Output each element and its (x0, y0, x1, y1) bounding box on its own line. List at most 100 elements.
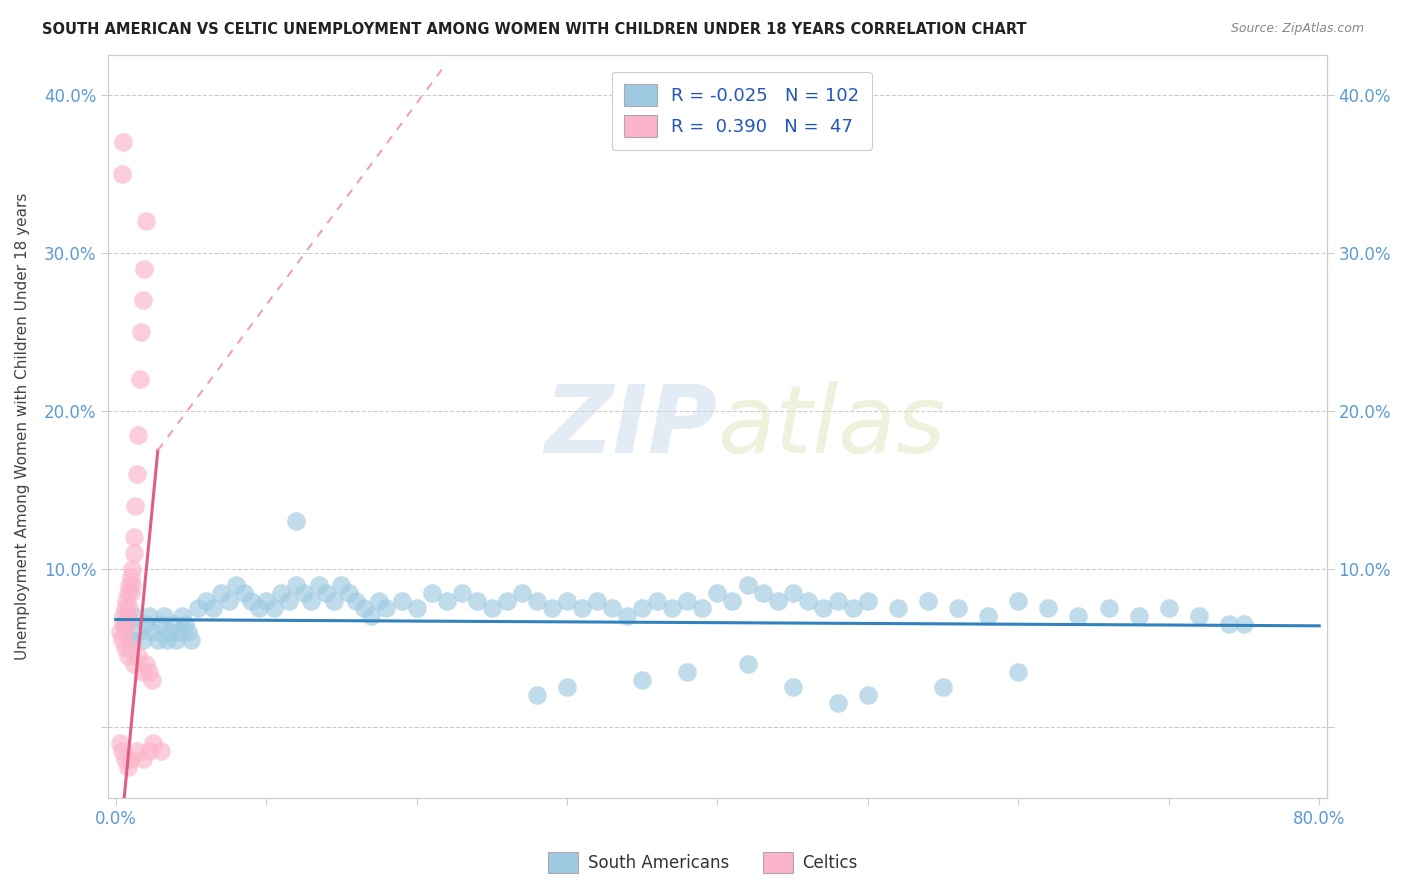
Y-axis label: Unemployment Among Women with Children Under 18 years: Unemployment Among Women with Children U… (15, 193, 30, 660)
Point (692, 601, 714, 615)
Point (645, 593, 668, 607)
Point (292, 585, 315, 599)
Text: SOUTH AMERICAN VS CELTIC UNEMPLOYMENT AMONG WOMEN WITH CHILDREN UNDER 18 YEARS C: SOUTH AMERICAN VS CELTIC UNEMPLOYMENT AM… (42, 22, 1026, 37)
Point (977, 609, 1000, 624)
Point (167, 625, 190, 640)
Point (337, 585, 360, 599)
Point (114, 601, 136, 615)
Point (129, 325, 152, 339)
Point (782, 585, 804, 599)
Point (141, 673, 163, 687)
Point (156, 633, 179, 648)
Point (827, 696, 849, 710)
Point (676, 665, 699, 679)
Point (555, 681, 578, 695)
Point (1038, 601, 1060, 615)
Point (1007, 593, 1029, 607)
Point (541, 601, 564, 615)
Point (110, 625, 132, 640)
Point (254, 593, 277, 607)
Point (1218, 617, 1240, 632)
Point (138, 744, 160, 758)
Point (132, 633, 155, 648)
Point (721, 593, 744, 607)
Point (600, 601, 623, 615)
Point (946, 601, 969, 615)
Point (120, 751, 142, 765)
Point (263, 601, 285, 615)
Point (117, 609, 139, 624)
Point (782, 681, 804, 695)
Point (631, 601, 654, 615)
Point (135, 214, 157, 228)
Point (285, 515, 308, 529)
Point (706, 585, 728, 599)
Point (737, 657, 759, 671)
Point (277, 593, 299, 607)
Point (114, 751, 136, 765)
Point (375, 601, 398, 615)
Point (631, 673, 654, 687)
Point (174, 617, 197, 632)
Point (110, 736, 132, 750)
Point (526, 593, 548, 607)
Point (115, 617, 138, 632)
Point (917, 593, 939, 607)
Point (856, 593, 879, 607)
Point (127, 427, 149, 442)
Point (766, 593, 789, 607)
Point (125, 467, 148, 481)
Point (120, 633, 142, 648)
Point (887, 601, 910, 615)
Point (225, 578, 247, 592)
Point (360, 609, 382, 624)
Point (165, 633, 187, 648)
Point (122, 530, 145, 544)
Point (153, 609, 176, 624)
Point (177, 625, 200, 640)
Point (322, 593, 344, 607)
Point (132, 293, 155, 308)
Point (240, 593, 263, 607)
Point (138, 665, 160, 679)
Point (112, 135, 135, 149)
Point (125, 744, 148, 758)
Point (135, 617, 157, 632)
Point (121, 562, 143, 576)
Point (247, 601, 270, 615)
Point (115, 593, 138, 607)
Point (120, 640, 142, 655)
Point (232, 585, 254, 599)
Point (162, 617, 184, 632)
Point (149, 617, 172, 632)
Point (122, 546, 145, 560)
Point (495, 593, 517, 607)
Point (112, 609, 135, 624)
Point (751, 585, 773, 599)
Point (142, 625, 165, 640)
Point (1007, 665, 1029, 679)
Point (1233, 617, 1256, 632)
Point (187, 601, 209, 615)
Point (127, 648, 149, 663)
Point (616, 609, 638, 624)
Point (127, 625, 149, 640)
Point (661, 601, 683, 615)
Point (111, 167, 134, 181)
Text: atlas: atlas (717, 381, 946, 472)
Point (121, 578, 143, 592)
Point (117, 759, 139, 773)
Text: ZIP: ZIP (544, 381, 717, 473)
Point (118, 601, 141, 615)
Point (112, 617, 135, 632)
Point (481, 601, 503, 615)
Point (510, 585, 533, 599)
Point (586, 593, 609, 607)
Point (1067, 609, 1090, 624)
Point (420, 585, 443, 599)
Point (194, 593, 217, 607)
Point (111, 633, 134, 648)
Point (330, 578, 353, 592)
Point (117, 585, 139, 599)
Point (209, 585, 232, 599)
